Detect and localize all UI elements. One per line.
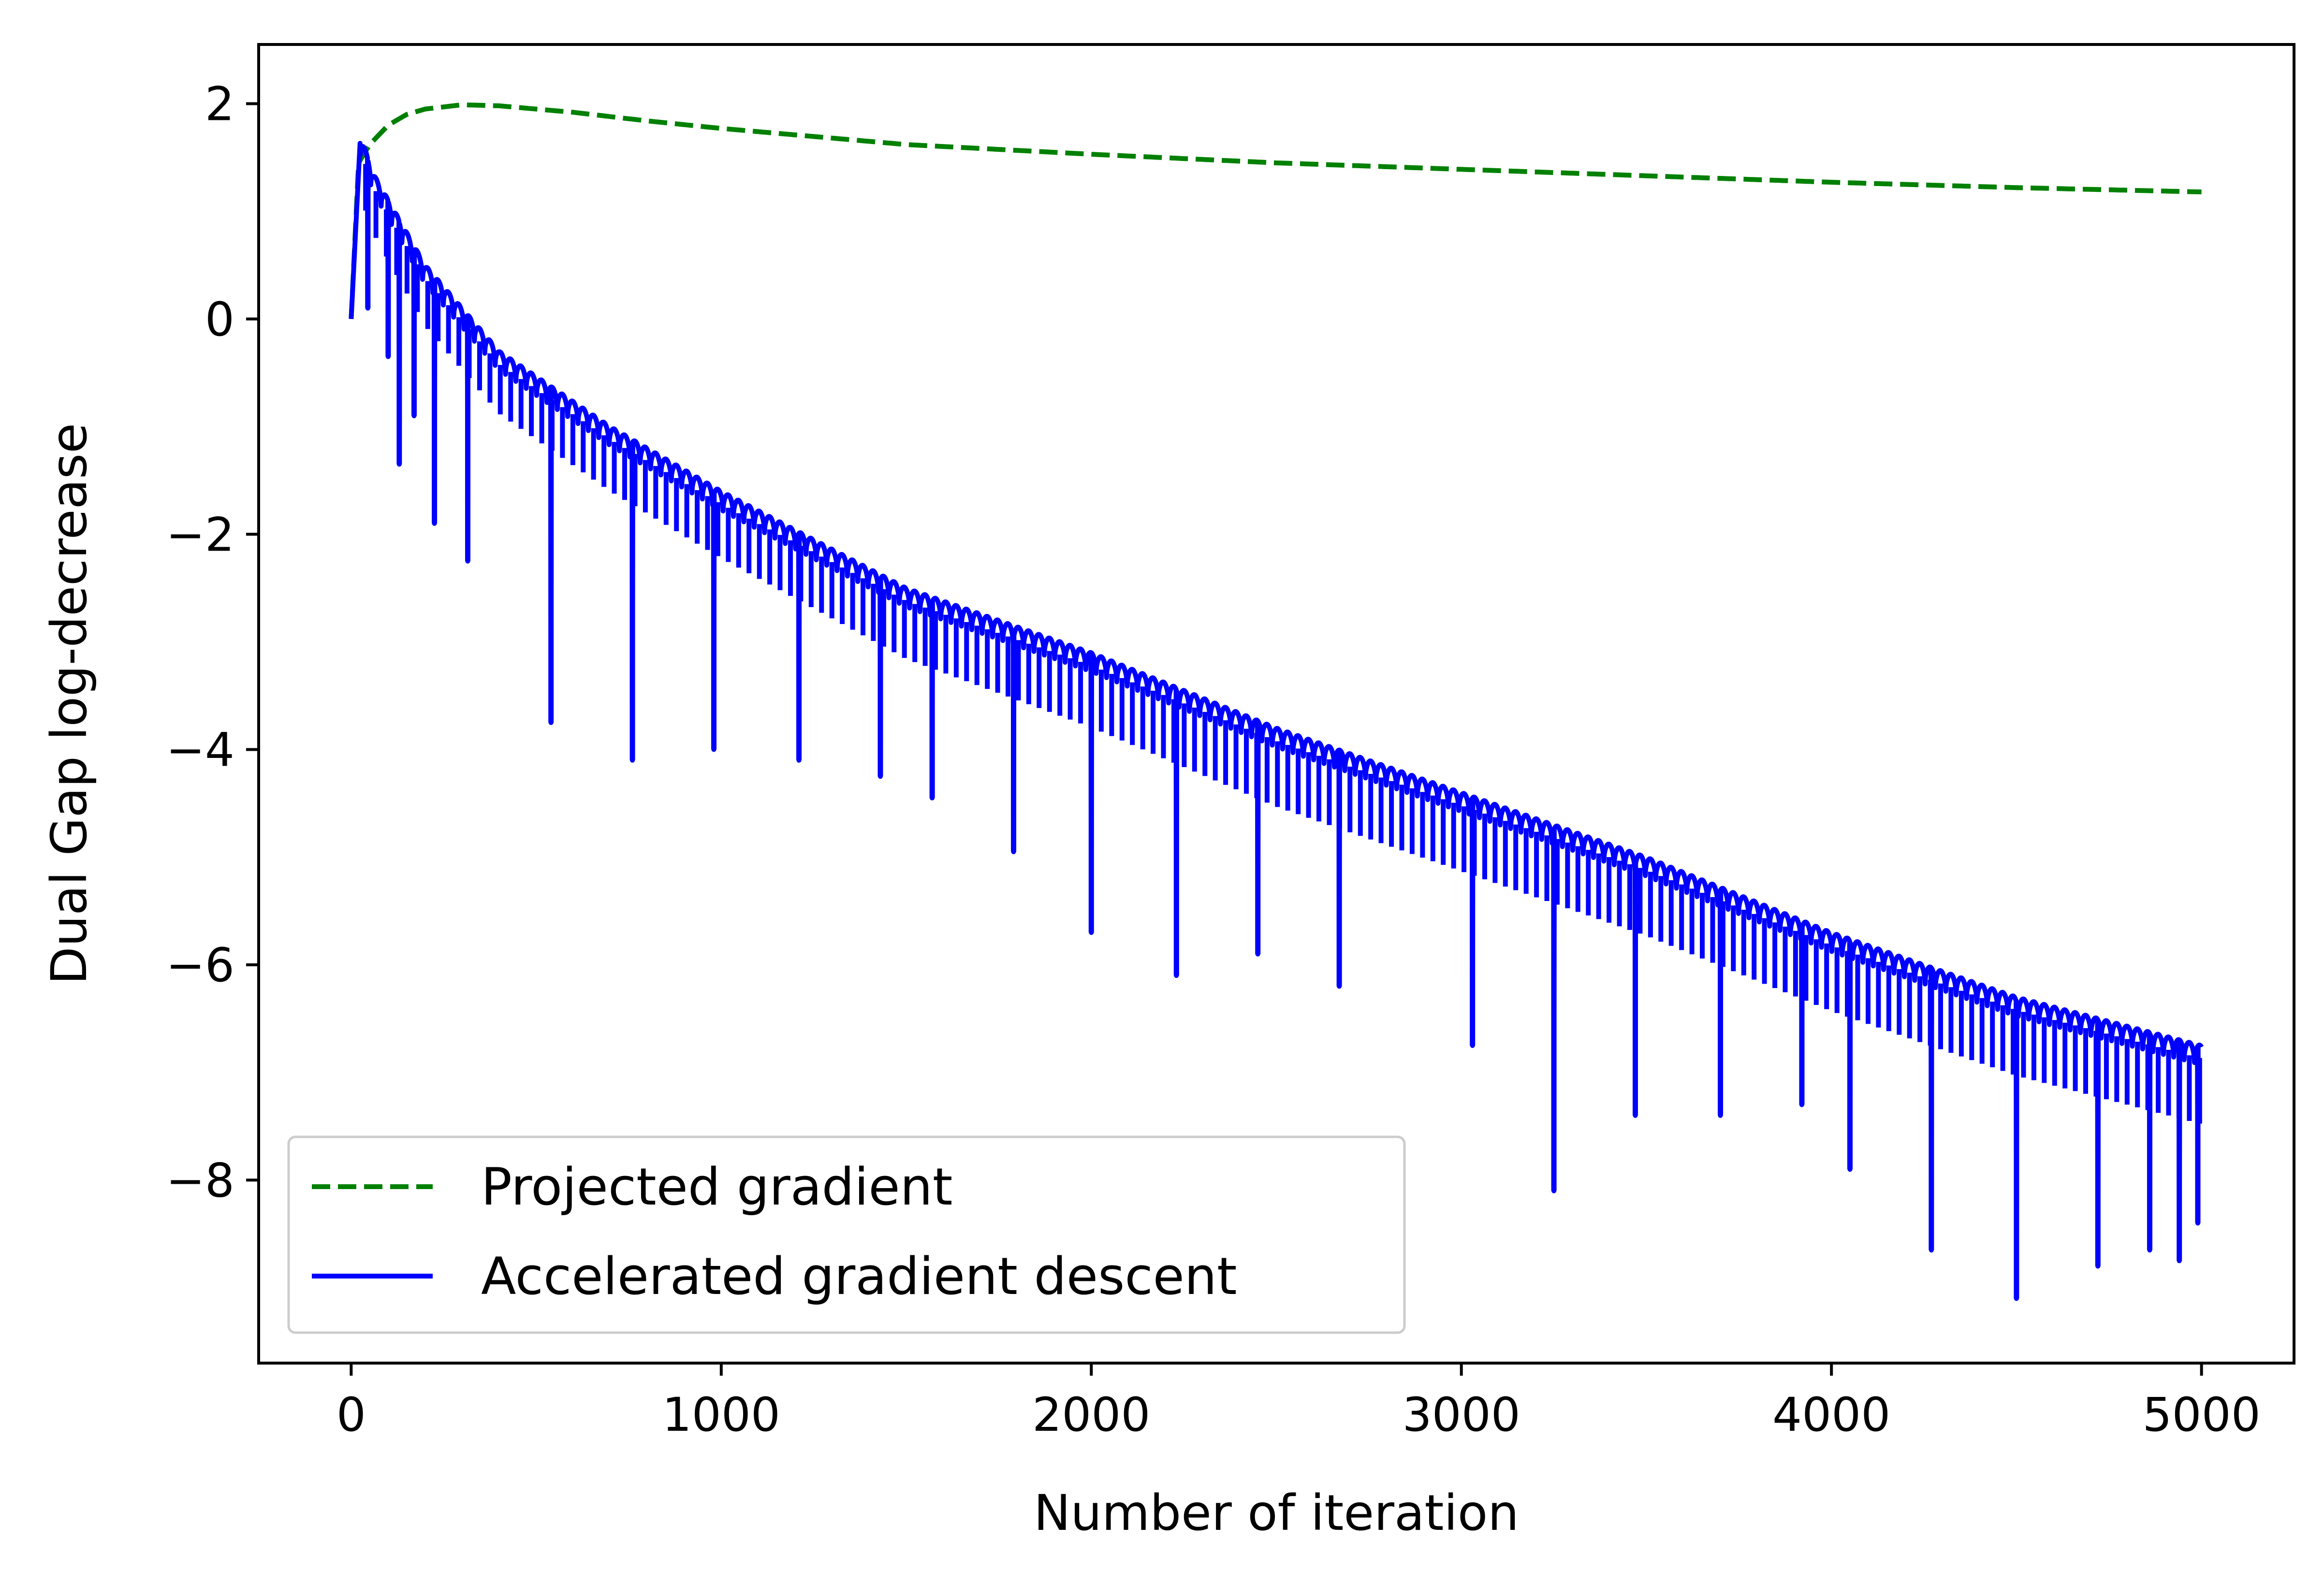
y-axis-label: Dual Gap log-decrease [41, 423, 98, 985]
x-tick-label: 2000 [1032, 1388, 1150, 1442]
x-tick-label: 5000 [2142, 1388, 2260, 1442]
legend-label-accelerated-gradient-descent: Accelerated gradient descent [481, 1247, 1237, 1306]
axes-frame [257, 43, 2295, 1365]
series-line-projected-gradient [349, 102, 2202, 320]
legend-label-projected-gradient: Projected gradient [481, 1157, 952, 1217]
x-axis-label: Number of iteration [1034, 1484, 1519, 1542]
legend-box [287, 1135, 1406, 1334]
y-tick-label: −6 [166, 938, 234, 992]
y-tick-label: −2 [166, 508, 234, 562]
y-tick-label: −4 [166, 723, 234, 777]
x-tick-label: 1000 [662, 1388, 780, 1442]
y-tick-label: 2 [205, 77, 234, 131]
x-tick-label: 0 [336, 1388, 366, 1442]
series-layer [349, 102, 2204, 1301]
y-tick-label: 0 [205, 292, 234, 347]
legend: Projected gradient Accelerated gradient … [287, 1135, 1406, 1334]
plot-area [349, 102, 2204, 1301]
x-tick-label: 3000 [1403, 1388, 1520, 1442]
x-tick-label: 4000 [1772, 1388, 1890, 1442]
y-tick-label: −8 [166, 1153, 234, 1207]
x-axis: 0 1000 2000 3000 4000 5000 [336, 1363, 2261, 1442]
y-axis: 2 0 −2 −4 −6 −8 [166, 77, 259, 1207]
